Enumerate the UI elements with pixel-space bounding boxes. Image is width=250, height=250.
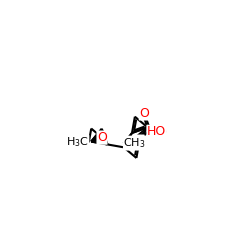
Text: N: N	[134, 135, 144, 148]
Text: CH$_3$: CH$_3$	[124, 136, 146, 150]
Text: O: O	[139, 107, 149, 120]
Text: O: O	[97, 131, 107, 144]
Text: H$_3$C: H$_3$C	[66, 136, 89, 149]
Text: HO: HO	[147, 125, 166, 138]
